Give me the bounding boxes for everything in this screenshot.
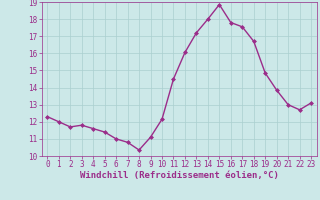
- X-axis label: Windchill (Refroidissement éolien,°C): Windchill (Refroidissement éolien,°C): [80, 171, 279, 180]
